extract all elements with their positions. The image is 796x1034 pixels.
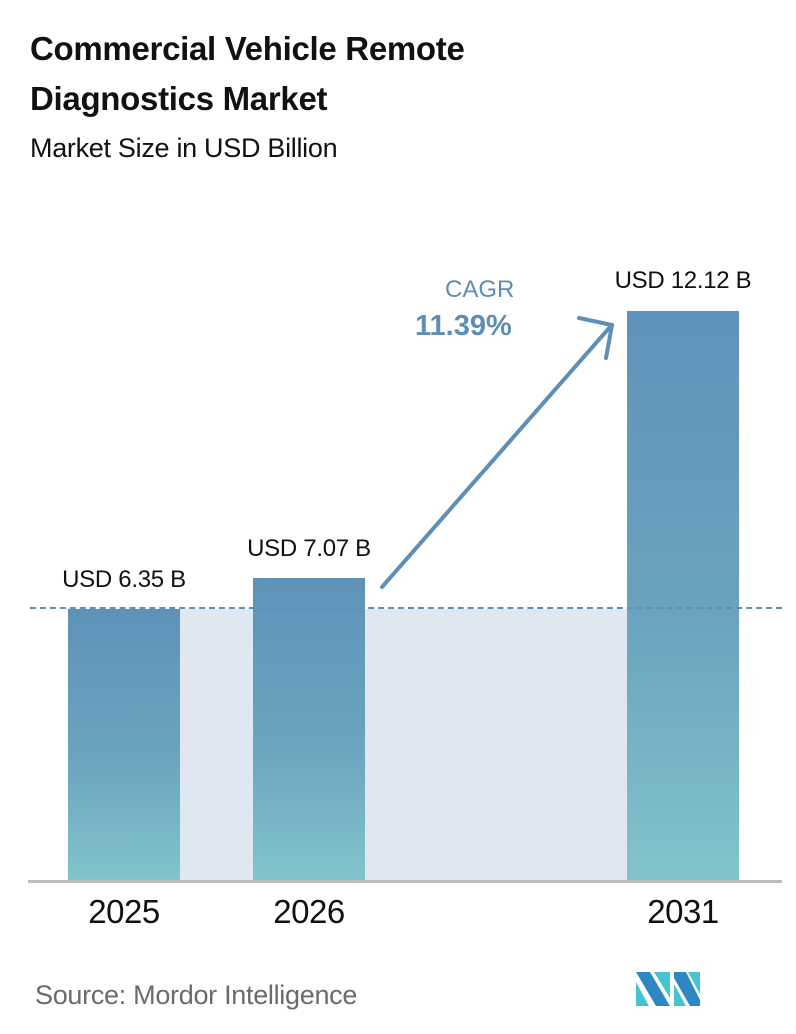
bar-2026: [253, 578, 365, 880]
chart-title: Commercial Vehicle Remote Diagnostics Ma…: [30, 24, 465, 124]
chart-title-line2: Diagnostics Market: [30, 80, 328, 117]
x-tick-2031: 2031: [647, 893, 719, 930]
bar-value-label-2031: USD 12.12 B: [614, 267, 752, 294]
bar-2025: [68, 609, 180, 880]
chart-title-line1: Commercial Vehicle Remote: [30, 30, 465, 67]
chart-subtitle: Market Size in USD Billion: [30, 133, 338, 163]
mordor-intelligence-logo-icon: [636, 972, 700, 1006]
bar-value-label-2026: USD 7.07 B: [247, 535, 371, 562]
x-tick-2026: 2026: [273, 893, 345, 930]
cagr-label: CAGR: [445, 276, 515, 303]
bar-2031: [627, 311, 739, 880]
source-text: Source: Mordor Intelligence: [35, 980, 358, 1010]
reference-dashed-line: [30, 607, 782, 609]
x-axis-baseline: [28, 880, 782, 883]
bar-value-label-2025: USD 6.35 B: [62, 566, 186, 593]
cagr-value: 11.39%: [415, 310, 512, 342]
x-tick-2025: 2025: [88, 893, 160, 930]
